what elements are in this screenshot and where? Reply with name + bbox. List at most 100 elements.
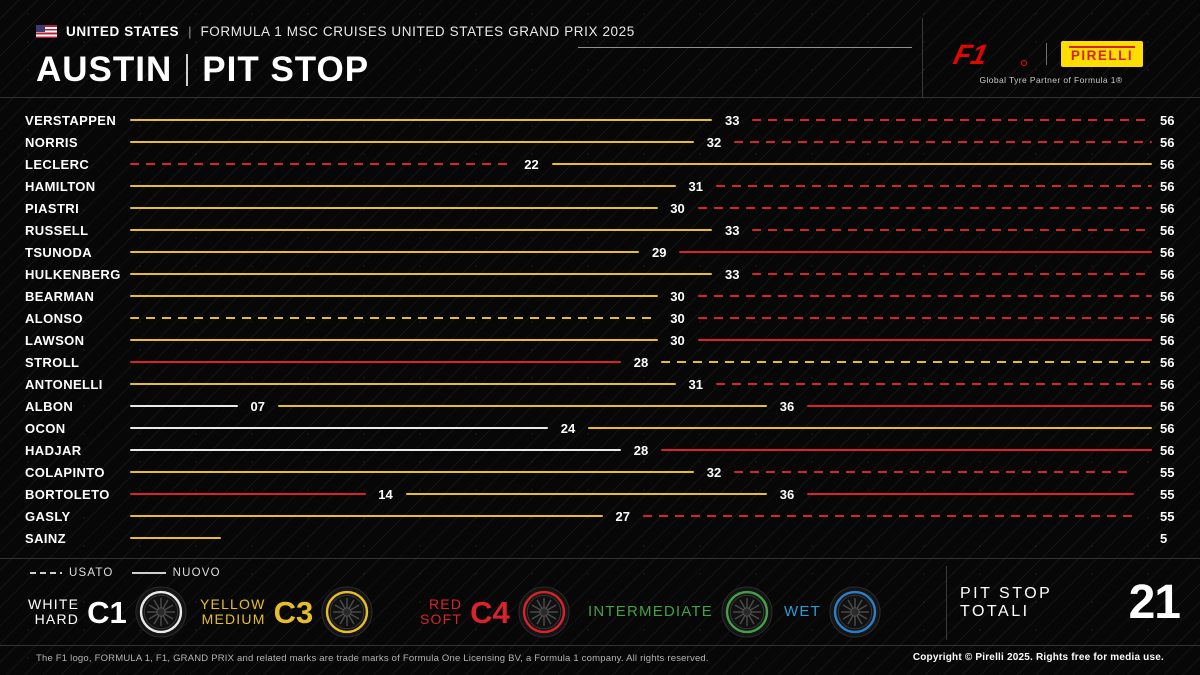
driver-row-bearman: BEARMAN 30 56: [0, 285, 1200, 307]
stint-soft-used: [697, 295, 1152, 298]
pit-lap-label: 24: [560, 421, 576, 436]
header-separator: |: [188, 24, 192, 39]
tyre-icon: [518, 586, 570, 638]
driver-name: HADJAR: [25, 443, 82, 458]
legend-vertical-divider: [946, 566, 947, 640]
tyre-icon: [321, 586, 373, 638]
total-laps: 55: [1160, 487, 1175, 502]
stint-soft-new: [130, 493, 366, 496]
driver-row-stroll: STROLL 28 56: [0, 351, 1200, 373]
used-tyre-line-sample: [30, 572, 62, 574]
tyre-compound-name: YELLOW MEDIUM: [200, 595, 266, 627]
title-subject: PIT STOP: [202, 50, 370, 89]
tyre-icon: [829, 586, 881, 638]
stint-medium-new: [130, 383, 676, 386]
footer-trademark-text: The F1 logo, FORMULA 1, F1, GRAND PRIX a…: [36, 653, 709, 664]
nuovo-label: NUOVO: [172, 567, 221, 579]
total-laps: 56: [1160, 267, 1175, 282]
tyre-legend-red-soft: RED SOFT C4: [420, 585, 570, 639]
pit-lap-label: 22: [524, 157, 539, 172]
driver-name: LAWSON: [25, 333, 85, 348]
driver-name: BORTOLETO: [25, 487, 110, 502]
pit-stop-total-label: PIT STOP TOTALI: [960, 585, 1053, 620]
tyre-compound-name: WHITE HARD: [28, 595, 80, 627]
stint-medium-new: [130, 339, 658, 342]
total-laps: 56: [1160, 333, 1175, 348]
stint-soft-used: [752, 229, 1152, 232]
stint-medium-new: [130, 515, 603, 518]
tyre-compound-name: RED SOFT: [420, 595, 463, 627]
usage-legend: USATO NUOVO: [30, 567, 221, 579]
stint-soft-new: [661, 449, 1152, 452]
pirelli-logo: PIRELLI: [1061, 41, 1143, 67]
driver-row-bortoleto: BORTOLETO 14 36 55: [0, 483, 1200, 505]
total-laps: 56: [1160, 157, 1175, 172]
stint-medium-new: [130, 537, 222, 540]
us-flag-icon: [36, 25, 57, 38]
stint-medium-new: [551, 163, 1152, 166]
stint-medium-new: [277, 405, 767, 408]
stint-hard-new: [130, 405, 238, 408]
driver-name: ALONSO: [25, 311, 84, 326]
stint-soft-used: [752, 119, 1152, 122]
pit-lap-label: 29: [652, 245, 667, 260]
stint-soft-new: [807, 405, 1152, 408]
tyre-legend-wet: WET: [784, 585, 881, 639]
driver-name: HULKENBERG: [25, 267, 121, 282]
pit-lap-label: 30: [670, 333, 685, 348]
driver-row-ocon: OCON 24 56: [0, 417, 1200, 439]
driver-name: TSUNODA: [25, 245, 93, 260]
total-laps: 56: [1160, 113, 1175, 128]
stint-hard-new: [130, 427, 548, 430]
driver-row-hadjar: HADJAR 28 56: [0, 439, 1200, 461]
stint-medium-new: [130, 295, 658, 298]
usato-label: USATO: [69, 567, 114, 579]
pit-lap-label: 28: [633, 355, 649, 370]
total-laps: 56: [1160, 245, 1175, 260]
driver-row-colapinto: COLAPINTO 32 55: [0, 461, 1200, 483]
stint-medium-new: [588, 427, 1152, 430]
event-name: FORMULA 1 MSC CRUISES UNITED STATES GRAN…: [200, 24, 635, 39]
tyre-compound-name: INTERMEDIATE: [588, 602, 713, 620]
footer-copyright-text: Copyright © Pirelli 2025. Rights free fo…: [912, 652, 1164, 663]
partner-caption: Global Tyre Partner of Formula 1®: [979, 75, 1123, 85]
event-header: UNITED STATES | FORMULA 1 MSC CRUISES UN…: [36, 24, 635, 39]
stint-soft-new: [697, 339, 1152, 342]
total-laps: 56: [1160, 311, 1175, 326]
page-title: AUSTIN PIT STOP: [36, 50, 369, 90]
stint-soft-used: [697, 207, 1152, 210]
stint-medium-new: [130, 141, 694, 144]
stint-soft-used: [734, 471, 1134, 474]
tyre-compound-code: C3: [273, 594, 314, 630]
partner-logos: F1 PIRELLI Global Tyre Partner of Formul…: [946, 40, 1156, 85]
total-laps: 56: [1160, 355, 1175, 370]
driver-name: OCON: [25, 421, 66, 436]
driver-row-hamilton: HAMILTON 31 56: [0, 175, 1200, 197]
total-laps: 5: [1160, 531, 1168, 546]
stint-hard-new: [130, 449, 621, 452]
driver-name: ALBON: [25, 399, 74, 414]
driver-name: PIASTRI: [25, 201, 80, 216]
total-laps: 56: [1160, 223, 1175, 238]
total-laps: 56: [1160, 135, 1175, 150]
title-pipe-divider: [186, 54, 189, 86]
pit-lap-label: 32: [706, 135, 722, 150]
driver-name: ANTONELLI: [25, 377, 103, 392]
title-separator-line: [0, 97, 1200, 98]
pit-lap-label: 27: [615, 509, 630, 524]
title-city: AUSTIN: [36, 50, 173, 89]
pit-lap-label: 30: [670, 201, 685, 216]
usato-legend-item: USATO: [30, 567, 114, 579]
stint-medium-used: [130, 317, 658, 320]
stint-soft-used: [715, 383, 1152, 386]
driver-name: VERSTAPPEN: [25, 113, 117, 128]
total-laps: 55: [1160, 509, 1175, 524]
tyre-icon: [135, 586, 187, 638]
driver-name: GASLY: [25, 509, 71, 524]
total-laps: 56: [1160, 421, 1175, 436]
stint-soft-new: [807, 493, 1134, 496]
stint-soft-new: [130, 361, 621, 364]
driver-row-sainz: SAINZ 5: [0, 527, 1200, 549]
driver-row-albon: ALBON 07 36 56: [0, 395, 1200, 417]
